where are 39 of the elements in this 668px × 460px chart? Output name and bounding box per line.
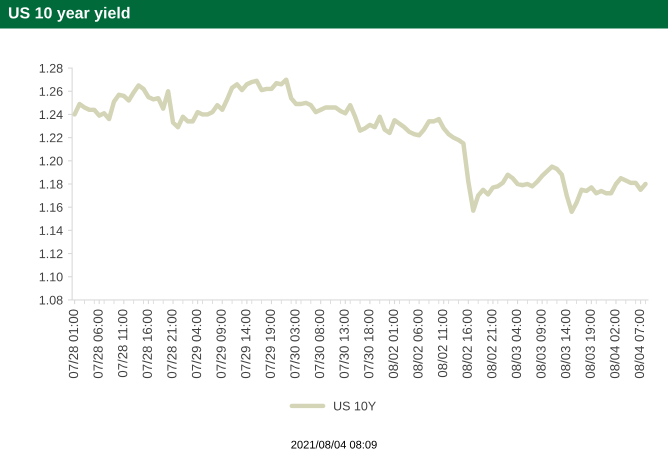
x-tick-label: 07/29 09:00 (216, 309, 226, 378)
x-tick-label: 08/04 07:00 (634, 309, 644, 378)
x-tick-label: 08/02 11:00 (438, 309, 448, 378)
y-tick-label: 1.22 (40, 133, 62, 142)
x-tick-label: 08/03 14:00 (560, 309, 570, 378)
y-tick-label: 1.08 (40, 296, 63, 305)
text: 2021/08/04 08:09 (291, 440, 377, 449)
y-tick-label: 1.24 (40, 110, 63, 119)
x-tick-label: 07/28 06:00 (93, 309, 103, 378)
y-tick-label: 1.10 (40, 272, 63, 282)
y-tick-label: 1.14 (40, 226, 63, 235)
x-tick-label: 07/28 11:00 (118, 309, 128, 378)
y-tick-label: 1.28 (40, 64, 63, 73)
chart-title: US 10 year yield (8, 6, 130, 22)
x-tick-label: 08/03 09:00 (536, 309, 546, 378)
x-tick-label: 08/02 16:00 (462, 309, 472, 378)
y-tick-label: 1.26 (40, 87, 63, 96)
x-tick-label: 07/30 03:00 (290, 309, 300, 378)
x-tick-label: 08/03 19:00 (585, 309, 595, 378)
x-tick-label: 07/29 19:00 (265, 309, 276, 378)
y-tick-label: 1.20 (40, 156, 63, 166)
x-tick-label: 07/30 18:00 (364, 309, 374, 378)
x-tick-label: 08/02 06:00 (412, 309, 423, 378)
x-tick-label: 08/03 04:00 (511, 309, 522, 378)
legend-label: US 10Y (334, 402, 376, 410)
x-tick-label: 07/30 08:00 (314, 309, 324, 378)
x-tick-label: 07/29 04:00 (191, 309, 202, 378)
x-tick-label: 08/04 02:00 (610, 309, 620, 378)
x-tick-label: 07/28 21:00 (166, 309, 177, 378)
x-tick-label: 07/28 16:00 (142, 309, 152, 378)
y-tick-label: 1.16 (40, 202, 63, 212)
x-tick-label: 07/30 13:00 (339, 309, 349, 378)
x-tick-label: 07/29 14:00 (240, 309, 250, 378)
x-tick-label: 08/02 21:00 (486, 309, 496, 378)
x-tick-label: 08/02 01:00 (388, 309, 398, 378)
x-tick-label: 07/28 01:00 (68, 309, 78, 378)
y-tick-label: 1.18 (40, 180, 63, 189)
y-tick-label: 1.12 (40, 249, 62, 258)
line-series (72, 77, 648, 214)
